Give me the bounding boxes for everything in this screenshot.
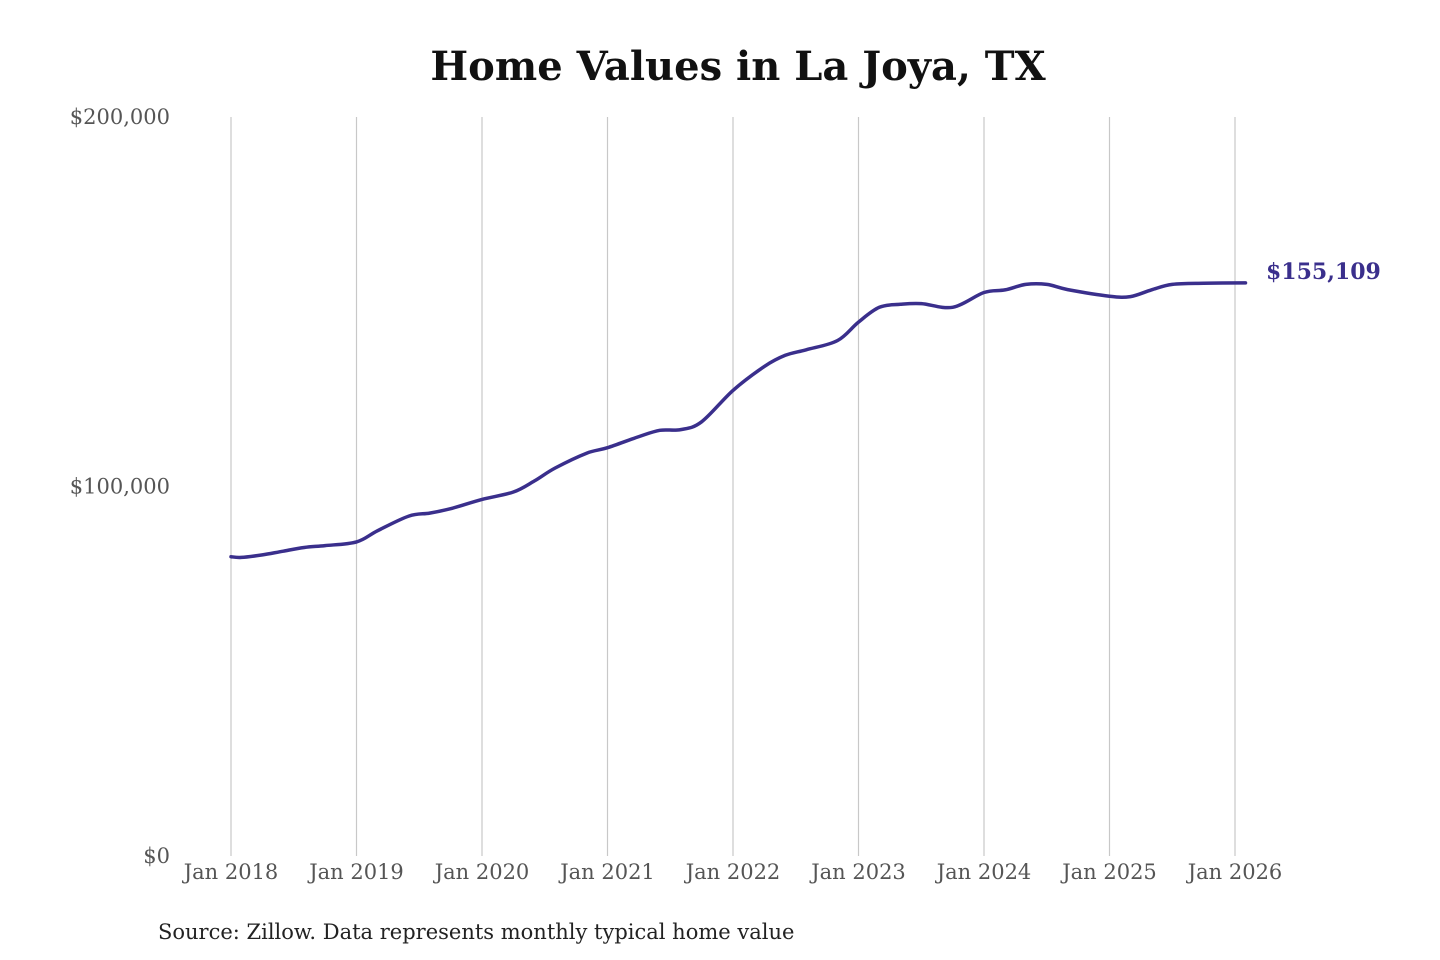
y-tick-label: $200,000 bbox=[70, 105, 170, 129]
x-tick-label: Jan 2018 bbox=[182, 860, 279, 884]
x-tick-label: Jan 2022 bbox=[684, 860, 781, 884]
x-tick-label: Jan 2020 bbox=[433, 860, 530, 884]
vertical-gridlines bbox=[230, 117, 1236, 856]
x-axis-ticks: Jan 2018 Jan 2019 Jan 2020 Jan 2021 Jan 2022… bbox=[182, 860, 1283, 884]
x-tick-label: Jan 2024 bbox=[935, 860, 1032, 884]
y-tick-label: $0 bbox=[143, 844, 170, 868]
source-note: Source: Zillow. Data represents monthly … bbox=[158, 920, 794, 944]
x-tick-label: Jan 2026 bbox=[1186, 860, 1283, 884]
end-value-label: $155,109 bbox=[1266, 259, 1381, 285]
y-tick-label: $100,000 bbox=[70, 475, 170, 499]
x-tick-label: Jan 2019 bbox=[307, 860, 404, 884]
x-tick-label: Jan 2023 bbox=[809, 860, 906, 884]
chart-title: Home Values in La Joya, TX bbox=[430, 43, 1045, 90]
series-line bbox=[229, 281, 1248, 560]
x-tick-label: Jan 2021 bbox=[558, 860, 655, 884]
x-tick-label: Jan 2025 bbox=[1060, 860, 1157, 884]
y-axis-ticks: $0 $100,000 $200,000 bbox=[70, 105, 170, 868]
